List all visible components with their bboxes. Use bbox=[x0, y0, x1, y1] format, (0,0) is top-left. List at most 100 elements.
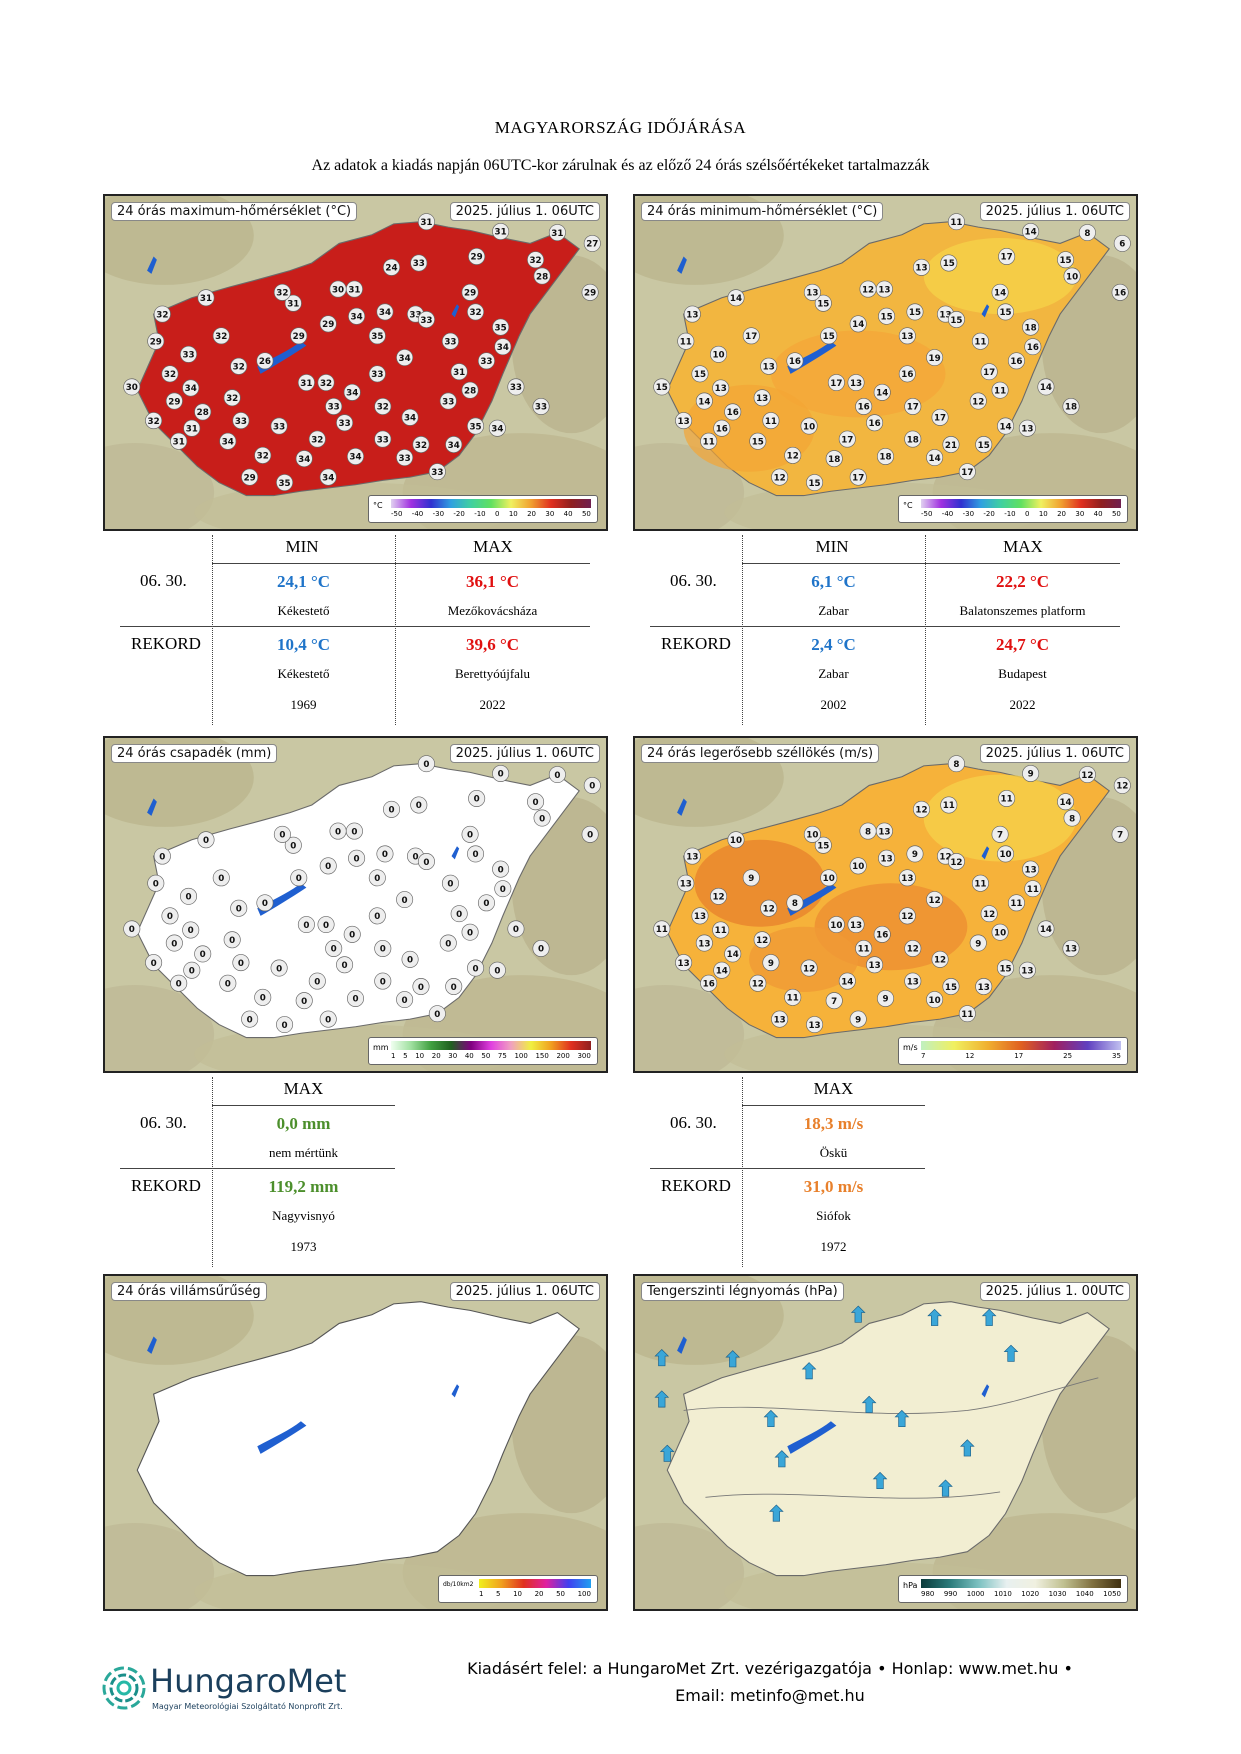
station-value: 0 bbox=[407, 956, 413, 966]
station-value: 0 bbox=[185, 893, 191, 903]
station-marker bbox=[1007, 352, 1025, 370]
wind-arrow-icon bbox=[938, 1479, 953, 1497]
temperature-field-zone bbox=[923, 237, 1077, 315]
legend-tick: 30 bbox=[545, 510, 555, 518]
station-marker bbox=[1024, 338, 1042, 356]
station-value: 32 bbox=[529, 256, 541, 266]
station-marker bbox=[700, 974, 718, 992]
station-value: 0 bbox=[374, 912, 380, 922]
station-marker bbox=[695, 934, 713, 952]
map-panel-lightning: 24 órás villámsűrűség 2025. július 1. 06… bbox=[103, 1274, 608, 1611]
station-value: 33 bbox=[339, 419, 351, 429]
station-marker bbox=[849, 468, 867, 486]
station-marker bbox=[859, 280, 877, 298]
station-value: 16 bbox=[727, 408, 739, 418]
station-value: 17 bbox=[841, 435, 853, 445]
station-value: 8 bbox=[1069, 814, 1075, 824]
station-value: 11 bbox=[974, 880, 986, 890]
station-marker bbox=[997, 959, 1015, 977]
station-marker bbox=[401, 408, 419, 426]
station-marker bbox=[123, 378, 141, 396]
station-marker bbox=[710, 887, 728, 905]
map-date: 2025. július 1. 00UTC bbox=[979, 1282, 1130, 1301]
station-marker bbox=[507, 378, 525, 396]
station-marker bbox=[467, 845, 485, 863]
wind-arrow-icon bbox=[861, 1395, 877, 1413]
station-value: 0 bbox=[171, 939, 177, 949]
station-value: 29 bbox=[471, 253, 483, 263]
record-max-value: 119,2 mm bbox=[268, 1177, 339, 1196]
station-value: 0 bbox=[352, 995, 358, 1005]
station-marker bbox=[441, 874, 459, 892]
station-value: 13 bbox=[901, 332, 913, 342]
station-marker bbox=[913, 800, 931, 818]
station-value: 13 bbox=[763, 363, 775, 373]
legend-tick: 40 bbox=[563, 510, 573, 518]
wind-arrow-icon bbox=[1003, 1344, 1019, 1362]
station-marker bbox=[947, 755, 965, 773]
station-value: 11 bbox=[787, 994, 799, 1004]
station-value: 32 bbox=[233, 363, 245, 373]
station-value: 12 bbox=[1116, 782, 1128, 792]
station-marker bbox=[290, 327, 308, 345]
station-marker bbox=[461, 283, 479, 301]
legend-tick: 50 bbox=[481, 1052, 491, 1060]
station-value: 10 bbox=[1066, 272, 1078, 282]
station-value: 0 bbox=[473, 850, 479, 860]
col-divider bbox=[212, 535, 213, 725]
station-value: 21 bbox=[945, 441, 957, 451]
station-marker bbox=[675, 412, 693, 430]
legend-bar bbox=[921, 499, 1121, 508]
station-value: 12 bbox=[803, 964, 815, 974]
station-marker bbox=[254, 988, 272, 1006]
station-marker bbox=[194, 945, 212, 963]
station-marker bbox=[1078, 766, 1096, 784]
station-marker bbox=[197, 289, 215, 307]
station-value: 0 bbox=[538, 945, 544, 955]
station-value: 13 bbox=[756, 394, 768, 404]
lake-icon bbox=[981, 304, 990, 318]
legend-tick: 1040 bbox=[1075, 1590, 1094, 1598]
station-marker bbox=[803, 825, 821, 843]
station-value: 13 bbox=[680, 880, 692, 890]
station-marker bbox=[713, 961, 731, 979]
station-marker bbox=[1063, 809, 1081, 827]
station-marker bbox=[876, 447, 895, 465]
station-value: 0 bbox=[260, 994, 266, 1004]
station-value: 13 bbox=[808, 1021, 820, 1031]
terrain-shade bbox=[635, 1523, 745, 1609]
station-value: 13 bbox=[1021, 966, 1033, 976]
station-value: 8 bbox=[953, 760, 959, 770]
lake-icon bbox=[257, 1421, 307, 1454]
station-marker bbox=[325, 397, 343, 415]
legend-tick: 1050 bbox=[1103, 1590, 1121, 1598]
station-marker bbox=[417, 755, 435, 773]
legend-tick: 1030 bbox=[1048, 1590, 1067, 1598]
station-value: 28 bbox=[536, 272, 548, 282]
station-value: 7 bbox=[831, 997, 837, 1007]
station-value: 0 bbox=[447, 880, 453, 890]
station-value: 18 bbox=[879, 453, 891, 463]
station-marker bbox=[859, 822, 877, 840]
station-value: 13 bbox=[1021, 424, 1033, 434]
station-marker bbox=[165, 934, 183, 952]
wind-field-zone bbox=[694, 839, 826, 927]
station-marker bbox=[762, 412, 780, 430]
legend-tick: 1010 bbox=[993, 1590, 1012, 1598]
station-marker bbox=[165, 392, 183, 410]
station-value: 11 bbox=[974, 338, 986, 348]
map-legend: °C -50 -40 -30 -20 -10 0 10 20 30 40 50 bbox=[368, 495, 598, 523]
station-marker bbox=[284, 836, 302, 854]
map-title: 24 órás legerősebb széllökés (m/s) bbox=[641, 744, 880, 763]
col-divider bbox=[742, 1077, 743, 1267]
day-max-value: 22,2 °C bbox=[995, 572, 1050, 591]
station-marker bbox=[1037, 378, 1055, 396]
station-marker bbox=[940, 254, 958, 272]
station-value: 0 bbox=[296, 874, 302, 884]
station-value: 11 bbox=[858, 945, 870, 955]
map-date: 2025. július 1. 06UTC bbox=[449, 744, 600, 763]
wind-arrow-icon bbox=[725, 1350, 741, 1368]
header-rule bbox=[742, 1105, 925, 1106]
map-title: 24 órás maximum-hőmérséklet (°C) bbox=[111, 202, 358, 221]
station-value: 0 bbox=[412, 852, 418, 862]
